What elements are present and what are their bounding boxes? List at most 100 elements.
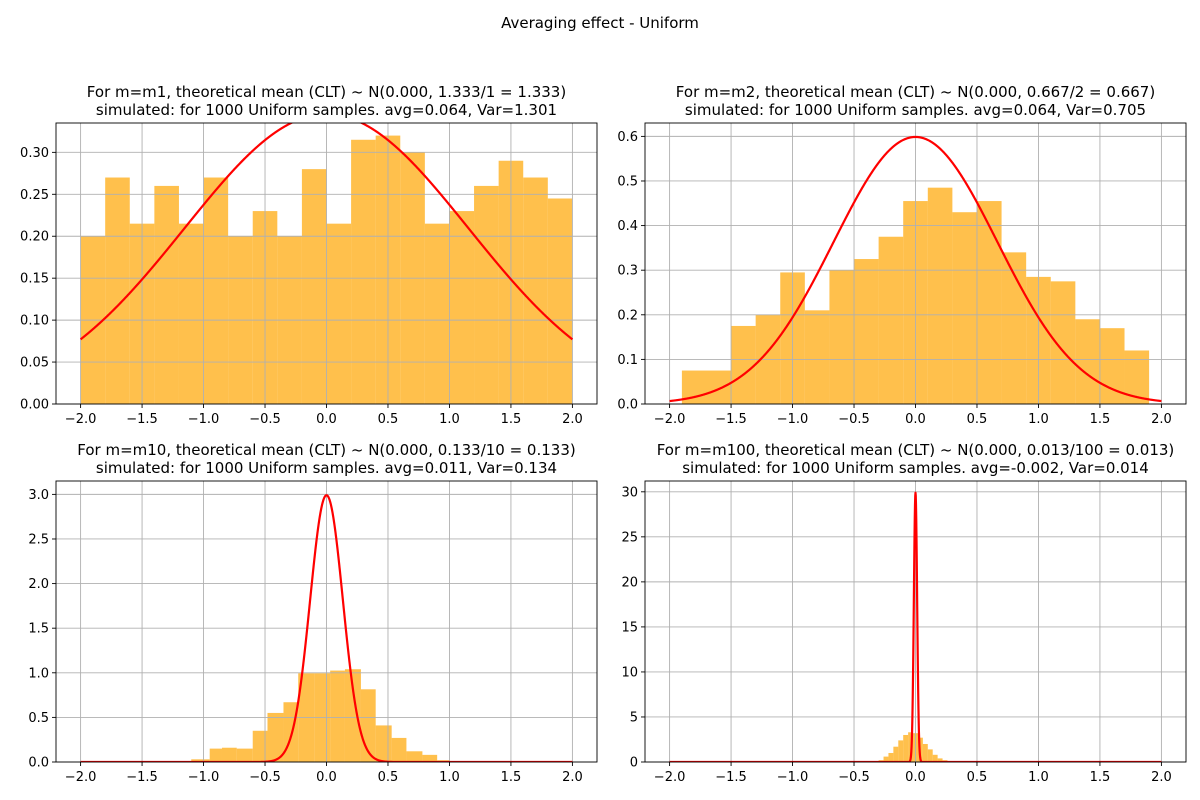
y-tick-label: 0.1 [617,353,638,368]
y-tick-label: 0.5 [28,711,49,726]
subplot-title-line2: simulated: for 1000 Uniform samples. avg… [685,101,1146,119]
x-tick-label: −2.0 [654,770,686,785]
subplot-title-line2: simulated: for 1000 Uniform samples. avg… [682,459,1149,477]
histogram-bar [547,198,573,404]
normal-density-curve [668,135,1163,403]
x-tick-label: 2.0 [1151,770,1172,785]
histogram-bar [937,758,943,762]
y-tick-label: 0.20 [20,230,49,245]
histogram-bar [474,185,499,404]
x-tick-label: 1.0 [1028,770,1049,785]
histogram-bar [424,223,450,404]
x-tick-label: 0.5 [967,770,988,785]
subplot-title-line1: For m=m100, theoretical mean (CLT) ~ N(0… [657,441,1175,459]
x-tick-label: 1.5 [501,412,522,427]
subplot-3: For m=m10, theoretical mean (CLT) ~ N(0.… [28,441,598,785]
y-tick-label: 2.0 [28,577,49,592]
histogram-bar [236,748,253,762]
histogram-bar [731,325,756,404]
y-tick-label: 0.3 [617,264,638,279]
histogram-bar [898,740,904,762]
y-tick-label: 15 [621,620,638,635]
x-tick-label: 0.0 [905,770,926,785]
y-tick-label: 0.05 [20,356,49,371]
y-tick-label: 0.5 [617,174,638,189]
histogram-bar [449,211,475,404]
y-tick-label: 0.30 [20,146,49,161]
histogram-bar [903,734,909,762]
x-tick-label: −1.5 [126,770,158,785]
histogram-bar [1075,319,1100,404]
subplot-4: For m=m100, theoretical mean (CLT) ~ N(0… [621,441,1187,785]
x-tick-label: −0.5 [249,412,281,427]
subplot-title-line2: simulated: for 1000 Uniform samples. avg… [96,459,557,477]
x-tick-label: −1.0 [188,770,220,785]
y-tick-label: 0.25 [20,188,49,203]
x-tick-label: −0.5 [838,412,870,427]
normal-density-curve [79,123,574,341]
x-tick-label: 0.0 [316,412,337,427]
histogram-bar [203,177,229,404]
x-tick-label: 1.0 [1028,412,1049,427]
x-tick-label: 0.5 [378,412,399,427]
grid [56,123,597,405]
histogram-bar [932,754,938,762]
subplot-title-line2: simulated: for 1000 Uniform samples. avg… [96,101,557,119]
x-tick-label: −2.0 [65,412,97,427]
x-tick-label: −1.5 [715,770,747,785]
histogram-bar [1001,252,1027,404]
x-tick-label: −1.0 [777,412,809,427]
histogram-bar [893,746,899,762]
grid [645,123,1186,405]
histogram-bar [301,169,327,404]
x-tick-label: 1.5 [1090,412,1111,427]
x-tick-label: −1.0 [777,770,809,785]
subplot-2: For m=m2, theoretical mean (CLT) ~ N(0.0… [617,83,1187,427]
histogram-bar [391,737,407,762]
x-tick-label: 2.0 [562,770,583,785]
y-tick-label: 30 [621,485,638,500]
normal-density-curve [79,494,574,762]
y-tick-label: 10 [621,665,638,680]
histogram-bar [406,751,423,762]
x-tick-label: 1.5 [1090,770,1111,785]
histogram-bar [829,270,855,404]
histogram-bar [888,752,894,762]
histogram-bar [344,669,361,762]
y-tick-label: 5 [630,710,638,725]
y-tick-label: 3.0 [28,488,49,503]
normal-density-curve [668,491,1163,762]
histogram-bar [209,748,222,762]
x-tick-label: −0.5 [838,770,870,785]
histogram-bar [952,212,977,404]
y-tick-label: 2.5 [28,532,49,547]
histogram-bar [154,185,179,404]
y-tick-label: 1.0 [28,666,49,681]
subplots: For m=m1, theoretical mean (CLT) ~ N(0.0… [20,83,1187,785]
histogram-bar [976,201,1002,404]
y-tick-label: 0.2 [617,308,638,323]
histogram-bar [191,759,210,762]
histogram-bar [326,223,352,404]
y-tick-label: 0 [630,756,638,771]
x-tick-label: 1.0 [439,770,460,785]
y-tick-label: 20 [621,575,638,590]
histogram-bar [351,139,376,404]
subplot-title-line1: For m=m10, theoretical mean (CLT) ~ N(0.… [77,441,575,459]
histogram-bar [422,754,438,762]
histogram-bar [105,177,130,404]
figure-suptitle: Averaging effect - Uniform [501,14,699,32]
y-tick-label: 0.10 [20,314,49,329]
histogram-bar [523,177,548,404]
histogram-bar [252,730,268,762]
x-tick-label: −0.5 [249,770,281,785]
histogram-bar [178,223,204,404]
x-tick-label: 1.5 [501,770,522,785]
x-tick-label: 2.0 [562,412,583,427]
histogram-bar [267,712,284,762]
y-tick-label: 0.00 [20,398,49,413]
histogram-bar [854,259,879,404]
histogram-bar [804,310,830,404]
x-tick-label: 0.5 [967,412,988,427]
